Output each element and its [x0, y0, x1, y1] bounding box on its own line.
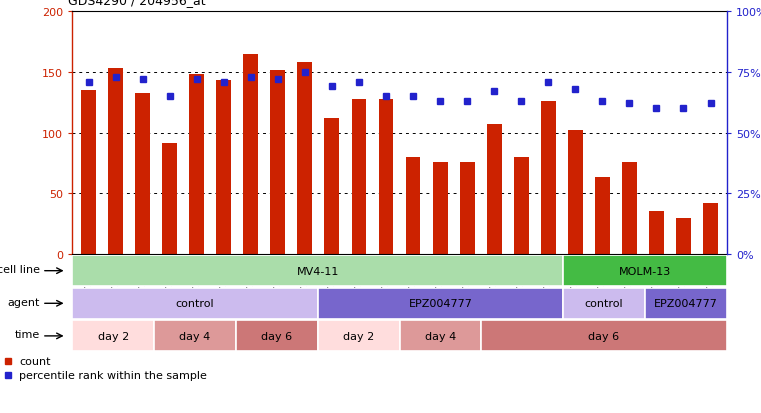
Bar: [189, 75, 204, 254]
Bar: [622, 162, 637, 254]
Bar: [270, 70, 285, 254]
Bar: [108, 69, 123, 254]
Bar: [541, 102, 556, 254]
Text: GDS4290 / 204956_at: GDS4290 / 204956_at: [68, 0, 206, 7]
Text: percentile rank within the sample: percentile rank within the sample: [19, 370, 207, 380]
Text: control: control: [584, 299, 623, 309]
Bar: [236, 320, 318, 351]
Bar: [563, 256, 727, 287]
Bar: [645, 288, 727, 319]
Bar: [244, 55, 258, 254]
Bar: [352, 100, 366, 254]
Bar: [460, 162, 475, 254]
Bar: [318, 320, 400, 351]
Text: control: control: [176, 299, 215, 309]
Bar: [400, 320, 482, 351]
Bar: [482, 320, 727, 351]
Bar: [514, 157, 529, 254]
Text: EPZ004777: EPZ004777: [409, 299, 473, 309]
Bar: [649, 212, 664, 254]
Bar: [406, 157, 421, 254]
Bar: [676, 219, 691, 254]
Bar: [568, 131, 583, 254]
Bar: [216, 81, 231, 254]
Text: day 4: day 4: [425, 331, 456, 341]
Bar: [154, 320, 236, 351]
Bar: [72, 288, 318, 319]
Text: MOLM-13: MOLM-13: [619, 266, 671, 276]
Text: count: count: [19, 356, 50, 366]
Bar: [298, 63, 312, 254]
Bar: [81, 91, 96, 254]
Text: MV4-11: MV4-11: [297, 266, 339, 276]
Bar: [324, 119, 339, 254]
Text: time: time: [14, 330, 40, 339]
Text: day 2: day 2: [343, 331, 374, 341]
Bar: [378, 100, 393, 254]
Text: day 4: day 4: [180, 331, 211, 341]
Bar: [72, 320, 154, 351]
Bar: [703, 203, 718, 254]
Bar: [72, 256, 563, 287]
Text: day 6: day 6: [588, 331, 619, 341]
Bar: [563, 288, 645, 319]
Bar: [595, 178, 610, 254]
Bar: [318, 288, 563, 319]
Bar: [487, 125, 501, 254]
Bar: [135, 93, 150, 254]
Text: agent: agent: [8, 297, 40, 307]
Text: EPZ004777: EPZ004777: [654, 299, 718, 309]
Text: cell line: cell line: [0, 264, 40, 275]
Bar: [433, 162, 447, 254]
Bar: [162, 144, 177, 254]
Text: day 2: day 2: [97, 331, 129, 341]
Text: day 6: day 6: [261, 331, 292, 341]
